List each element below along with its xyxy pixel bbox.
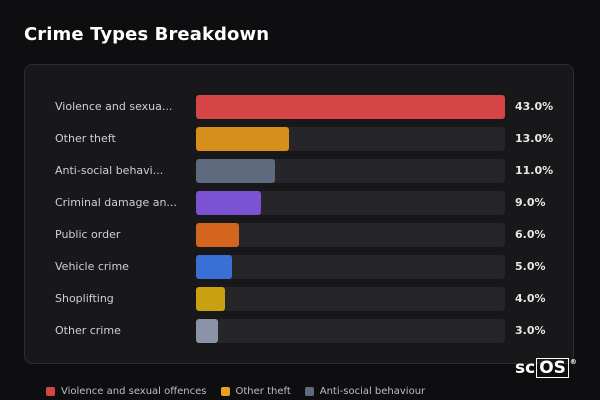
bar-value-label: 11.0%	[515, 164, 554, 177]
bar-label: Other crime	[55, 324, 121, 337]
bar[interactable]	[196, 127, 290, 151]
bar-track	[196, 191, 505, 215]
legend-swatch	[220, 387, 230, 396]
legend-item[interactable]: Anti-social behaviour	[304, 386, 426, 397]
bar-label: Other theft	[55, 132, 116, 145]
bar[interactable]	[196, 255, 232, 279]
legend-swatch	[304, 387, 314, 396]
legend-item[interactable]: Violence and sexual offences	[46, 386, 207, 397]
bar-value-label: 43.0%	[515, 100, 554, 113]
bar[interactable]	[196, 191, 261, 215]
brand-watermark: sc OS ®	[515, 358, 577, 378]
bar-label: Criminal damage an...	[55, 196, 177, 209]
bar-label: Violence and sexua...	[55, 100, 173, 113]
watermark-prefix: sc	[515, 358, 536, 378]
chart-title: Crime Types Breakdown	[24, 24, 270, 45]
bar-value-label: 5.0%	[515, 260, 546, 273]
chart-legend: Violence and sexual offences Other theft A…	[46, 386, 425, 397]
bar[interactable]	[196, 319, 218, 343]
bar-value-label: 4.0%	[515, 292, 546, 305]
bar-label: Anti-social behavi...	[55, 164, 164, 177]
legend-item[interactable]: Other theft	[220, 386, 291, 397]
watermark-boxed: OS	[536, 358, 569, 378]
bar-value-label: 3.0%	[515, 324, 546, 337]
legend-label: Anti-social behaviour	[319, 386, 426, 397]
legend-swatch	[46, 387, 55, 396]
bar-label: Public order	[55, 228, 121, 241]
bar-track	[196, 255, 505, 279]
bar-track	[196, 223, 505, 247]
bar[interactable]	[196, 287, 225, 311]
bar-value-label: 6.0%	[515, 228, 546, 241]
bar-track	[196, 287, 505, 311]
legend-label: Violence and sexual offences	[61, 386, 207, 397]
bar[interactable]	[196, 159, 276, 183]
bar-track	[196, 319, 505, 343]
chart-panel: Violence and sexua... 43.0% Other theft 13.…	[24, 64, 574, 364]
bar[interactable]	[196, 223, 240, 247]
watermark-registered: ®	[569, 358, 577, 366]
legend-label: Other theft	[235, 386, 291, 397]
bar-value-label: 13.0%	[515, 132, 554, 145]
bar-track	[196, 95, 505, 119]
bar-label: Shoplifting	[55, 292, 114, 305]
bar-track	[196, 159, 505, 183]
bar-value-label: 9.0%	[515, 196, 546, 209]
bar-track	[196, 127, 505, 151]
bar[interactable]	[196, 95, 505, 119]
bar-label: Vehicle crime	[55, 260, 129, 273]
